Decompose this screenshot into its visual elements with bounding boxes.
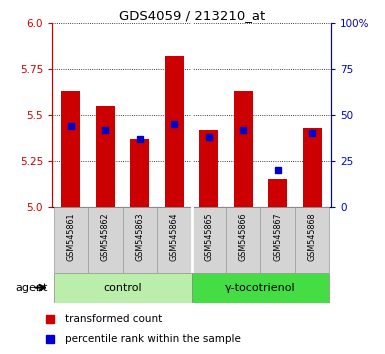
Text: agent: agent xyxy=(16,282,48,293)
Bar xyxy=(295,207,330,273)
Bar xyxy=(234,91,253,207)
Bar xyxy=(192,273,330,303)
Bar xyxy=(122,207,157,273)
Bar xyxy=(261,207,295,273)
Bar xyxy=(131,139,149,207)
Text: GSM545863: GSM545863 xyxy=(136,212,144,261)
Bar xyxy=(54,273,192,303)
Text: percentile rank within the sample: percentile rank within the sample xyxy=(65,335,241,344)
Text: GSM545867: GSM545867 xyxy=(273,212,282,261)
Text: control: control xyxy=(103,282,142,293)
Bar xyxy=(199,130,218,207)
Text: transformed count: transformed count xyxy=(65,314,163,324)
Text: GSM545861: GSM545861 xyxy=(67,212,75,261)
Text: GSM545862: GSM545862 xyxy=(101,212,110,261)
Text: GSM545866: GSM545866 xyxy=(239,212,248,261)
Text: GDS4059 / 213210_at: GDS4059 / 213210_at xyxy=(119,9,266,22)
Bar xyxy=(157,207,192,273)
Bar xyxy=(226,207,261,273)
Bar xyxy=(165,56,184,207)
Bar xyxy=(88,207,122,273)
Text: GSM545868: GSM545868 xyxy=(308,212,316,261)
Bar xyxy=(303,128,321,207)
Bar xyxy=(192,207,226,273)
Text: γ-tocotrienol: γ-tocotrienol xyxy=(225,282,296,293)
Bar xyxy=(54,207,88,273)
Text: GSM545864: GSM545864 xyxy=(170,212,179,261)
Bar xyxy=(96,106,115,207)
Bar xyxy=(268,179,287,207)
Bar xyxy=(62,91,80,207)
Text: GSM545865: GSM545865 xyxy=(204,212,213,261)
